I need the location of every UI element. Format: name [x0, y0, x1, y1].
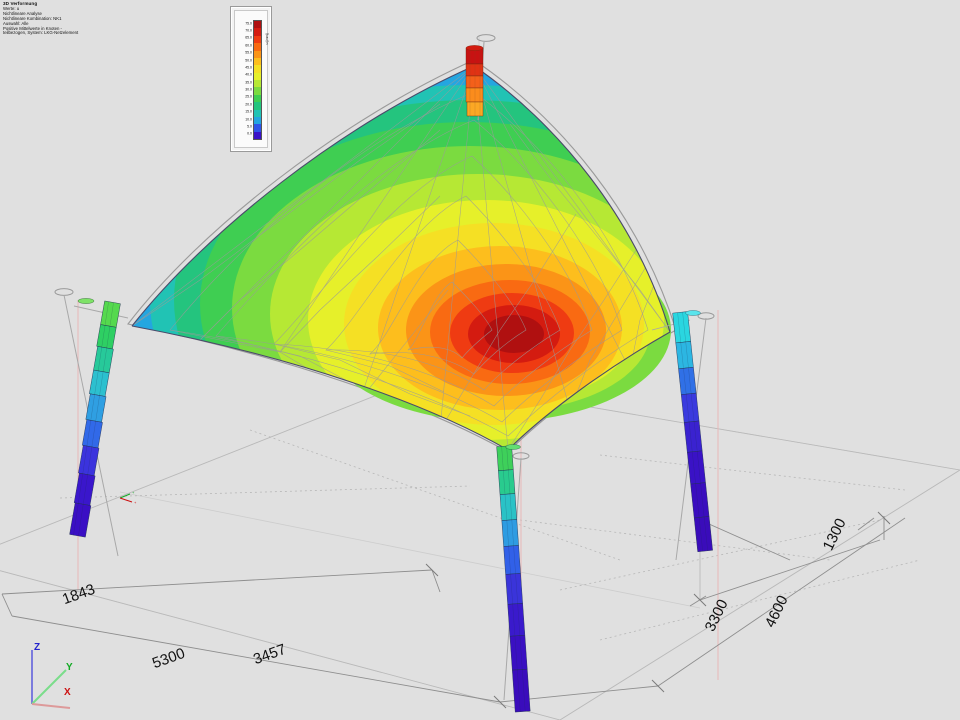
- legend-color-bar: [253, 20, 262, 140]
- legend-tick-2: 65.0: [245, 35, 252, 40]
- legend-swatch-12: [254, 109, 261, 117]
- legend-tick-8: 35.0: [245, 79, 252, 84]
- info-line-0: Werte: u: [3, 5, 20, 11]
- info-line-3: Auswahl: Alle: [3, 20, 29, 26]
- legend-swatch-15: [254, 131, 261, 139]
- legend-tick-0: 75.0: [245, 20, 252, 25]
- legend-swatch-7: [254, 72, 261, 80]
- node-markers: + +: [119, 490, 137, 505]
- legend-swatch-5: [254, 57, 261, 66]
- axis-triad: Z Y X: [22, 642, 92, 712]
- legend-swatch-2: [254, 35, 261, 44]
- legend-tick-13: 10.0: [245, 116, 252, 121]
- right-mast[interactable]: [651, 310, 715, 561]
- axis-label-z: Z: [34, 642, 41, 653]
- axis-label-x: X: [64, 687, 71, 698]
- legend-swatch-10: [254, 94, 261, 103]
- svg-text:+: +: [134, 500, 137, 505]
- legend-swatch-3: [254, 43, 261, 51]
- legend-swatch-14: [254, 124, 261, 132]
- legend-tick-1: 70.0: [245, 28, 252, 33]
- legend-swatch-9: [254, 87, 261, 95]
- legend-tick-7: 40.0: [245, 72, 252, 77]
- legend-tick-5: 50.0: [245, 57, 252, 62]
- legend-swatch-4: [254, 50, 261, 58]
- front-mast[interactable]: [496, 444, 531, 713]
- legend-tick-9: 30.0: [245, 87, 252, 92]
- ground-grid-dotted: [59, 429, 921, 641]
- svg-text:+: +: [132, 490, 135, 495]
- info-line-5: teilbezogen, System: LKG-Netzelement: [3, 30, 79, 36]
- legend-tick-4: 55.0: [245, 50, 252, 55]
- legend-title: u [mm]: [261, 21, 269, 61]
- legend-tick-15: 0.0: [247, 131, 252, 136]
- info-line-1: Nichtlineare Analyse: [3, 10, 42, 16]
- legend-swatch-11: [254, 102, 261, 110]
- info-line-2: Nichtlineare Kombination: NK1: [3, 15, 62, 21]
- legend-tick-3: 60.0: [245, 43, 252, 48]
- legend-tick-14: 5.0: [247, 124, 252, 129]
- legend-tick-labels: 75.0 70.0 65.0 60.0 55.0 50.0 45.0 40.0 35.0 30.0…: [235, 20, 252, 138]
- legend-swatch-8: [254, 80, 261, 88]
- legend-tick-12: 15.0: [245, 109, 252, 114]
- legend-tick-11: 20.0: [245, 102, 252, 107]
- info-line-4: Positive Mittelwerte in Knoten -: [3, 25, 62, 31]
- legend-swatch-1: [254, 28, 261, 36]
- left-mast[interactable]: [54, 288, 129, 557]
- legend-tick-6: 45.0: [245, 65, 252, 70]
- fe-mesh: [132, 66, 670, 450]
- undeformed-outline: [127, 59, 677, 453]
- axis-label-y: Y: [66, 662, 73, 673]
- high-point-mast[interactable]: [465, 34, 496, 121]
- membrane-edge-cables: [131, 65, 671, 451]
- info-title: 3D Verformung: [3, 1, 38, 6]
- dimension-ticks: [425, 511, 891, 709]
- legend-inner-frame: [234, 10, 268, 148]
- legend-tick-10: 25.0: [245, 94, 252, 99]
- legend-swatch-0: [254, 21, 261, 29]
- legend-swatch-13: [254, 116, 261, 125]
- legend-swatch-6: [254, 65, 261, 73]
- analysis-info-block: 3D Verformung Werte: u Nichtlineare Anal…: [3, 1, 193, 36]
- color-legend-panel[interactable]: 75.0 70.0 65.0 60.0 55.0 50.0 45.0 40.0 35.0 30.0…: [230, 6, 272, 152]
- legend-title-text: u [mm]: [265, 33, 269, 45]
